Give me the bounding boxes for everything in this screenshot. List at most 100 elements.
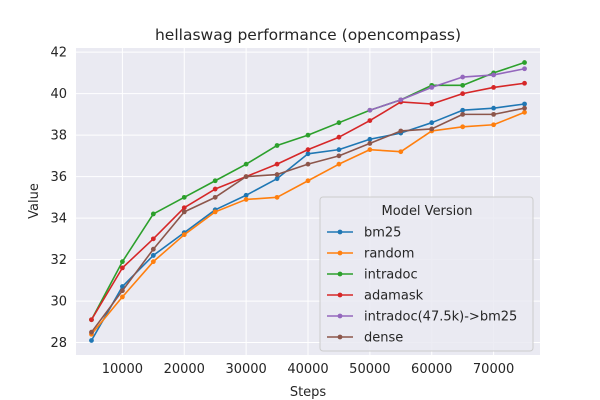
data-point xyxy=(150,259,156,265)
data-point xyxy=(305,178,311,184)
data-point xyxy=(305,161,311,167)
data-point xyxy=(460,74,466,80)
x-tick-label: 60000 xyxy=(411,362,452,377)
data-point xyxy=(460,82,466,88)
y-axis-ticks: 28 30 32 34 36 38 40 42 xyxy=(50,46,67,351)
data-point xyxy=(89,317,94,323)
data-point xyxy=(336,120,342,126)
data-point xyxy=(429,120,435,126)
data-point xyxy=(89,338,94,343)
data-point xyxy=(460,111,466,117)
data-point xyxy=(120,259,125,265)
data-point xyxy=(491,105,496,111)
data-point xyxy=(460,107,466,113)
data-point xyxy=(429,85,435,90)
data-point xyxy=(89,329,94,335)
data-point xyxy=(212,186,218,192)
data-point xyxy=(429,101,435,107)
data-point xyxy=(398,149,404,155)
data-point xyxy=(120,288,125,294)
data-point xyxy=(243,174,249,180)
data-point xyxy=(429,126,435,132)
data-point xyxy=(212,194,218,200)
data-point xyxy=(367,118,373,124)
legend-box xyxy=(319,196,534,352)
legend-entry: random xyxy=(327,247,414,262)
data-point xyxy=(522,80,527,86)
data-point xyxy=(305,132,311,138)
legend-title: Model Version xyxy=(382,204,473,219)
data-point xyxy=(522,60,527,65)
data-point xyxy=(274,176,280,182)
data-point xyxy=(274,172,280,177)
legend-label: random xyxy=(364,247,414,262)
legend-label: intradoc xyxy=(364,268,418,283)
x-tick-label: 50000 xyxy=(349,362,390,377)
x-tick-label: 20000 xyxy=(164,362,205,377)
data-point xyxy=(150,253,156,258)
legend-marker xyxy=(337,334,343,340)
legend: Model Version bm25 random intradoc adamask i… xyxy=(319,196,534,352)
series-layer xyxy=(89,60,527,343)
data-point xyxy=(274,161,280,167)
data-point xyxy=(522,109,527,115)
data-point xyxy=(274,143,280,148)
series-random xyxy=(89,109,527,337)
legend-label: adamask xyxy=(364,289,424,304)
data-point xyxy=(398,97,404,103)
data-point xyxy=(367,107,373,113)
data-point xyxy=(491,72,496,78)
data-point xyxy=(181,209,187,215)
data-point xyxy=(181,194,187,200)
legend-label: intradoc(47.5k)->bm25 xyxy=(364,310,517,325)
chart-title: hellaswag performance (opencompass) xyxy=(155,26,461,44)
data-point xyxy=(305,147,311,153)
data-point xyxy=(274,194,280,200)
data-point xyxy=(305,151,311,157)
series-intradoc-47-5k-bm25 xyxy=(367,66,527,113)
data-point xyxy=(522,66,527,72)
data-point xyxy=(491,122,496,128)
data-point xyxy=(120,284,125,289)
x-tick-label: 40000 xyxy=(287,362,328,377)
data-point xyxy=(367,136,373,142)
legend-marker xyxy=(337,313,343,319)
legend-entry: adamask xyxy=(327,289,424,304)
data-point xyxy=(120,265,125,271)
legend-entry: dense xyxy=(327,331,403,346)
y-tick-label: 38 xyxy=(50,129,67,144)
y-tick-label: 40 xyxy=(50,87,67,102)
legend-entry: bm25 xyxy=(327,226,401,241)
y-tick-label: 42 xyxy=(50,46,67,61)
data-point xyxy=(522,101,527,107)
y-tick-label: 30 xyxy=(50,295,67,310)
series-line-intradoc-47-5k-bm25 xyxy=(369,67,525,111)
data-point xyxy=(243,197,249,202)
y-tick-label: 32 xyxy=(50,253,67,268)
legend-marker xyxy=(337,229,343,235)
data-point xyxy=(398,128,404,134)
data-point xyxy=(460,91,466,97)
x-tick-label: 10000 xyxy=(102,362,143,377)
data-point xyxy=(243,192,249,198)
data-point xyxy=(367,141,373,146)
data-point xyxy=(150,246,156,252)
data-point xyxy=(212,209,218,215)
x-axis-ticks: 10000 20000 30000 40000 50000 60000 70000 xyxy=(102,362,515,377)
y-tick-label: 28 xyxy=(50,336,67,351)
series-dense xyxy=(89,105,527,335)
data-point xyxy=(491,85,496,90)
y-tick-label: 36 xyxy=(50,170,67,185)
legend-marker xyxy=(337,250,343,256)
data-point xyxy=(336,153,342,159)
legend-label: bm25 xyxy=(364,226,401,241)
legend-items: bm25 random intradoc adamask intradoc(47.5k)… xyxy=(327,226,517,346)
legend-label: dense xyxy=(364,331,403,346)
data-point xyxy=(181,232,187,238)
x-axis-label: Steps xyxy=(290,385,327,400)
data-point xyxy=(181,205,187,211)
x-tick-label: 70000 xyxy=(473,362,514,377)
legend-marker xyxy=(337,271,343,277)
data-point xyxy=(460,124,466,130)
